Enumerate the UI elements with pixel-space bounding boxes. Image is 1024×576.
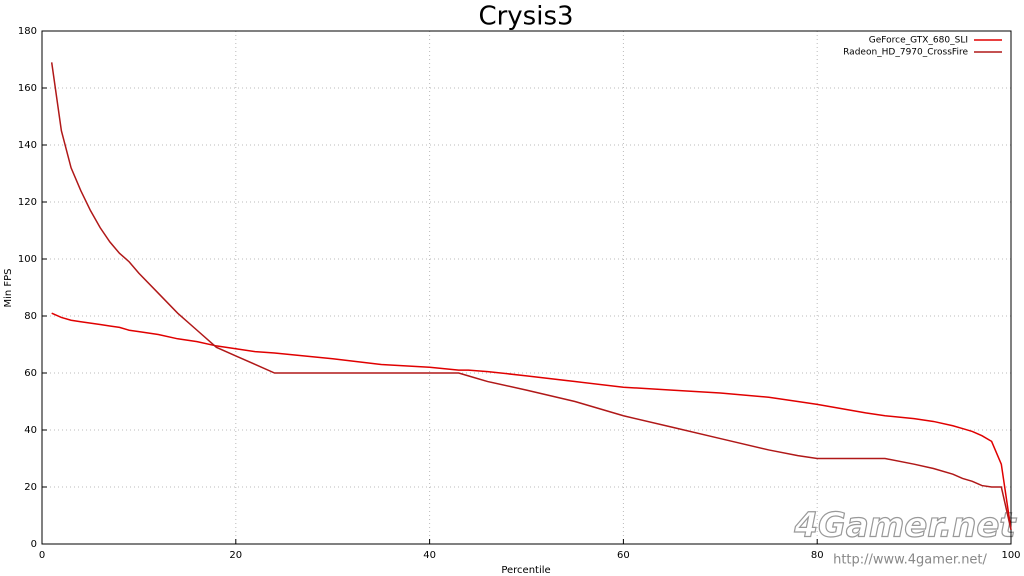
x-tick-label: 100 — [1001, 550, 1020, 561]
chart-title: Crysis3 — [478, 2, 573, 32]
legend-label: Radeon_HD_7970_CrossFire — [843, 48, 968, 58]
watermark-logo: 4Gamer.net — [793, 506, 1017, 546]
y-tick-label: 180 — [18, 26, 37, 37]
y-tick-label: 120 — [18, 197, 37, 208]
y-tick-label: 140 — [18, 140, 37, 151]
x-tick-label: 40 — [423, 550, 436, 561]
watermark-url: http://www.4gamer.net/ — [833, 553, 987, 568]
series-line — [50, 62, 1012, 530]
legend-label: GeForce_GTX_680_SLI — [869, 36, 968, 46]
x-tick-label: 0 — [39, 550, 45, 561]
x-axis-label: Percentile — [501, 565, 550, 576]
x-tick-label: 80 — [811, 550, 824, 561]
plot-frame — [41, 30, 1012, 545]
y-tick-label: 100 — [18, 254, 37, 265]
y-tick-label: 0 — [31, 539, 37, 550]
y-axis-label: Min FPS — [3, 268, 14, 307]
y-tick-label: 40 — [24, 425, 37, 436]
y-tick-label: 60 — [24, 368, 37, 379]
series-line — [51, 312, 1012, 530]
y-tick-label: 20 — [24, 482, 37, 493]
x-tick-label: 60 — [617, 550, 630, 561]
x-tick-label: 20 — [229, 550, 242, 561]
y-tick-label: 80 — [24, 311, 37, 322]
y-tick-label: 160 — [18, 83, 37, 94]
